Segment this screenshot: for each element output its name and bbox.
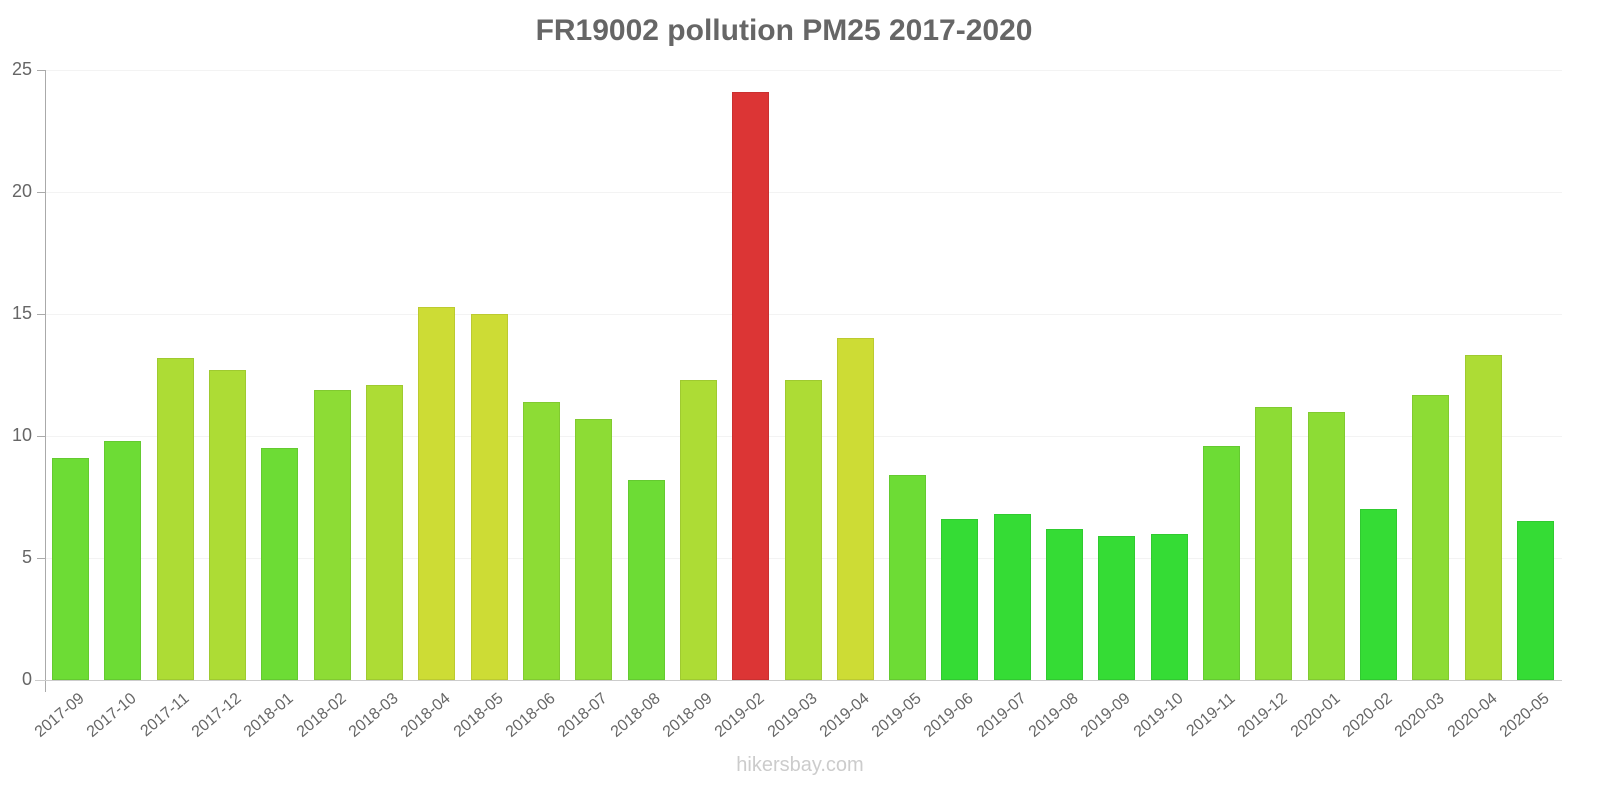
x-tick-label: 2020-04 xyxy=(1444,690,1501,741)
bar-2019-04[interactable] xyxy=(836,338,874,680)
y-tick-mark xyxy=(37,192,45,193)
bar-2019-10[interactable] xyxy=(1150,533,1188,680)
y-tick-mark xyxy=(37,436,45,437)
x-tick-label: 2020-05 xyxy=(1496,690,1553,741)
bar-2019-12[interactable] xyxy=(1255,406,1293,680)
x-tick-label: 2019-06 xyxy=(921,690,978,741)
bar-2018-05[interactable] xyxy=(470,314,508,680)
x-tick-label: 2019-05 xyxy=(868,690,925,741)
y-axis-line xyxy=(45,70,46,692)
x-tick-label: 2018-06 xyxy=(502,690,559,741)
x-tick-label: 2018-03 xyxy=(345,690,402,741)
bar-2018-07[interactable] xyxy=(575,418,613,680)
y-tick-mark xyxy=(37,558,45,559)
chart-title: FR19002 pollution PM25 2017-2020 xyxy=(535,14,1033,47)
bar-2020-01[interactable] xyxy=(1307,411,1345,680)
x-tick-label: 2019-11 xyxy=(1183,690,1239,741)
y-tick-label: 15 xyxy=(11,303,32,323)
bar-2019-05[interactable] xyxy=(889,475,927,680)
x-tick-label: 2020-02 xyxy=(1339,690,1396,741)
x-tick-label: 2018-08 xyxy=(607,690,664,741)
bar-2017-10[interactable] xyxy=(104,440,142,680)
x-tick-label: 2018-02 xyxy=(293,690,350,741)
bar-2020-05[interactable] xyxy=(1516,521,1554,680)
x-tick-label: 2019-03 xyxy=(764,690,821,741)
bar-2017-12[interactable] xyxy=(209,370,247,680)
x-tick-label: 2020-01 xyxy=(1287,690,1344,741)
bar-2019-09[interactable] xyxy=(1098,536,1136,680)
x-tick-label: 2018-04 xyxy=(398,690,454,741)
x-tick-label: 2019-10 xyxy=(1130,690,1187,741)
bar-2018-06[interactable] xyxy=(522,401,560,680)
bar-2018-01[interactable] xyxy=(261,448,299,680)
x-tick-label: 2019-07 xyxy=(973,690,1030,741)
bar-2018-02[interactable] xyxy=(313,389,351,680)
bar-2019-07[interactable] xyxy=(993,514,1031,680)
x-tick-label: 2020-03 xyxy=(1391,690,1448,741)
y-tick-mark xyxy=(37,70,45,71)
bar-2019-02[interactable] xyxy=(732,91,770,680)
bar-2020-04[interactable] xyxy=(1464,355,1502,680)
bar-2019-11[interactable] xyxy=(1202,445,1240,680)
gridline xyxy=(45,192,1562,193)
bar-2018-08[interactable] xyxy=(627,479,665,680)
x-tick-label: 2019-09 xyxy=(1078,690,1135,741)
bar-2018-09[interactable] xyxy=(679,379,717,680)
bar-2020-02[interactable] xyxy=(1359,509,1397,680)
gridline xyxy=(45,314,1562,315)
x-tick-label: 2017-12 xyxy=(188,690,245,741)
x-tick-label: 2018-09 xyxy=(659,690,716,741)
x-axis-line xyxy=(35,680,1562,681)
bar-2019-06[interactable] xyxy=(941,518,979,680)
bar-2019-08[interactable] xyxy=(1046,528,1084,680)
bar-2017-11[interactable] xyxy=(156,357,194,680)
bar-2020-03[interactable] xyxy=(1412,394,1450,680)
plot-area xyxy=(45,70,1562,681)
x-tick-label: 2018-05 xyxy=(450,690,507,741)
x-tick-label: 2017-11 xyxy=(137,690,193,741)
watermark: hikersbay.com xyxy=(736,754,864,776)
y-tick-mark xyxy=(37,314,45,315)
x-tick-label: 2019-12 xyxy=(1235,690,1291,741)
x-tick-label: 2017-10 xyxy=(84,690,141,741)
y-tick-label: 25 xyxy=(11,59,32,79)
y-tick-label: 20 xyxy=(11,181,32,201)
y-tick-label: 5 xyxy=(21,547,32,567)
x-tick-label: 2019-08 xyxy=(1025,690,1082,741)
bar-2018-04[interactable] xyxy=(418,306,456,680)
y-tick-label: 10 xyxy=(11,425,32,445)
x-tick-label: 2019-04 xyxy=(816,690,873,741)
bar-2017-09[interactable] xyxy=(52,457,90,680)
x-tick-label: 2019-02 xyxy=(711,690,768,741)
y-tick-label: 0 xyxy=(21,669,32,689)
gridline xyxy=(45,70,1562,71)
x-tick-label: 2017-09 xyxy=(31,690,88,741)
bar-2019-03[interactable] xyxy=(784,379,822,680)
bar-2018-03[interactable] xyxy=(366,384,404,680)
x-tick-label: 2018-07 xyxy=(554,690,611,741)
x-tick-label: 2018-01 xyxy=(241,690,298,741)
